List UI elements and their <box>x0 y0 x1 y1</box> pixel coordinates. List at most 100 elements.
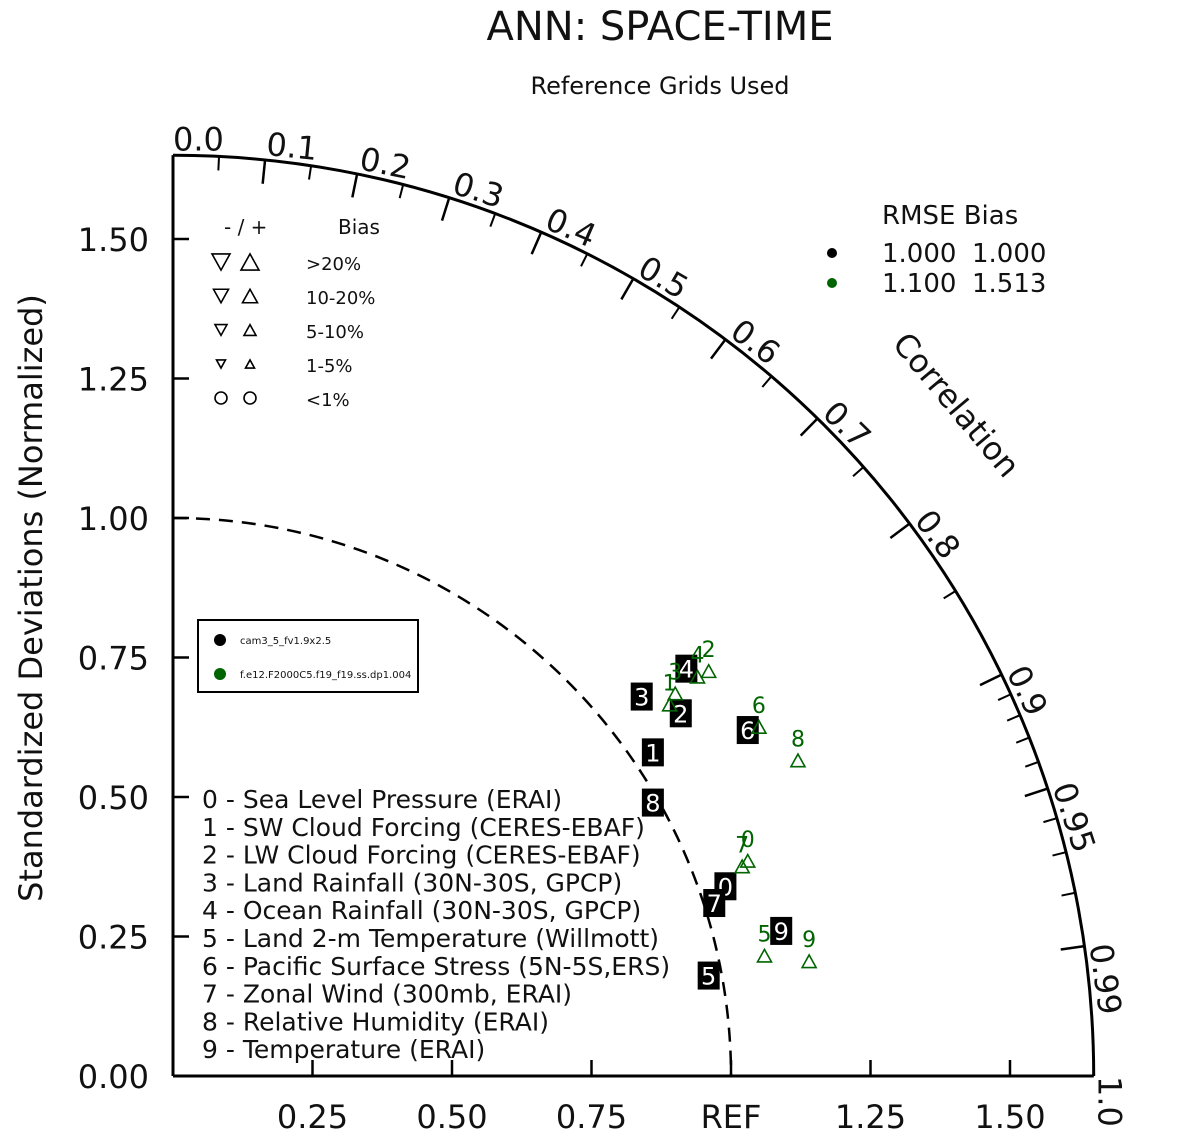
data-point-marker <box>770 916 793 945</box>
data-point-label: 2 <box>673 700 688 728</box>
x-tick-label: 0.25 <box>277 1098 348 1135</box>
correlation-tick <box>261 159 267 184</box>
data-point-bias-marker <box>700 663 718 679</box>
data-point-marker <box>675 654 698 683</box>
data-point-label: 8 <box>791 727 805 752</box>
correlation-minor-tick <box>670 306 681 320</box>
correlation-minor-tick <box>217 156 221 171</box>
y-tick-label: 0.75 <box>78 640 149 678</box>
correlation-tick <box>1024 787 1049 798</box>
rmse-header: RMSE Bias <box>882 201 1018 231</box>
correlation-minor-tick <box>1006 714 1021 722</box>
data-point-label: 9 <box>774 918 789 946</box>
correlation-tick <box>799 417 819 437</box>
data-point-label: 0 <box>741 828 755 853</box>
correlation-tick <box>620 278 635 301</box>
data-point-label: 7 <box>735 833 749 858</box>
variable-list-item: 7 - Zonal Wind (300mb, ERAI) <box>202 980 572 1009</box>
data-point-label: 4 <box>691 644 705 669</box>
data-point-label: 6 <box>752 694 766 719</box>
variable-list-item: 6 - Pacific Surface Stress (5N-5S,ERS) <box>202 952 670 981</box>
data-point-bias-marker <box>666 685 684 701</box>
correlation-minor-tick <box>1024 760 1039 768</box>
bias-legend-row-label: 1-5% <box>306 356 353 377</box>
variable-list-item: 1 - SW Cloud Forcing (CERES-EBAF) <box>202 813 645 842</box>
correlation-minor-tick <box>943 590 957 600</box>
correlation-minor-tick <box>308 165 313 180</box>
variable-list-item: 9 - Temperature (ERAI) <box>202 1035 485 1064</box>
bias-legend-up-triangle <box>244 358 256 369</box>
correlation-tick <box>351 173 359 198</box>
data-point-label: 6 <box>740 717 755 745</box>
rmse-marker <box>827 248 837 258</box>
data-point-bias-marker <box>739 852 757 868</box>
correlation-tick-label: 0.4 <box>540 200 602 255</box>
correlation-tick-label: 1.0 <box>1091 1076 1129 1127</box>
data-point-marker <box>630 682 653 711</box>
correlation-tick <box>889 522 911 539</box>
data-point-marker <box>641 738 664 767</box>
correlation-tick-label: 0.99 <box>1082 941 1130 1017</box>
variable-list-item: 5 - Land 2-m Temperature (Willmott) <box>202 924 659 953</box>
data-point-marker <box>669 699 692 728</box>
x-tick-label: 0.50 <box>416 1098 487 1135</box>
correlation-label: Correlation <box>885 325 1028 485</box>
bias-legend-up-triangle <box>241 287 259 304</box>
data-point-marker <box>697 961 720 990</box>
data-point-label: 3 <box>668 660 682 685</box>
model-legend-box <box>197 619 419 693</box>
data-point-label: 9 <box>802 928 816 953</box>
correlation-minor-tick <box>852 466 865 478</box>
data-point-label: 3 <box>634 684 649 712</box>
data-point-label: 2 <box>702 638 716 663</box>
data-point-label: 8 <box>645 790 660 818</box>
data-point-label: 4 <box>679 656 694 684</box>
x-tick-label: 0.75 <box>556 1098 627 1135</box>
chart-title: ANN: SPACE-TIME <box>487 4 834 50</box>
correlation-minor-tick <box>1061 891 1076 897</box>
chart-subtitle: Reference Grids Used <box>530 72 789 100</box>
correlation-tick <box>530 231 543 255</box>
reference-arc <box>172 516 733 1077</box>
bias-legend-up-triangle <box>242 322 258 337</box>
bias-legend-down-triangle <box>212 288 230 305</box>
correlation-tick-label: 0.3 <box>448 164 508 216</box>
data-point-bias-marker <box>750 718 768 734</box>
data-point-bias-marker <box>661 696 678 712</box>
y-tick-label: 1.25 <box>78 361 149 399</box>
data-point-bias-marker <box>689 668 706 684</box>
correlation-minor-tick <box>1052 851 1067 857</box>
y-tick-label: 1.50 <box>78 221 149 259</box>
bias-legend-up-triangle <box>239 252 261 271</box>
x-tick-label: 1.25 <box>835 1098 906 1135</box>
correlation-minor-tick <box>1043 817 1058 824</box>
correlation-minor-tick <box>398 184 405 199</box>
rmse-marker <box>827 278 837 288</box>
bias-legend-down-triangle <box>215 359 227 370</box>
y-tick-label: 0.25 <box>78 919 149 957</box>
x-tick-label: 1.50 <box>974 1098 1045 1135</box>
correlation-minor-tick <box>997 693 1012 701</box>
bias-legend-row-label: <1% <box>306 390 350 411</box>
correlation-minor-tick <box>489 213 497 227</box>
correlation-minor-tick <box>1015 736 1030 744</box>
data-point-marker <box>703 889 726 918</box>
y-tick-label: 1.00 <box>78 500 149 538</box>
data-point-label: 5 <box>757 923 771 948</box>
y-axis-label: Standardized Deviations (Normalized) <box>12 294 50 902</box>
correlation-tick-label: 0.95 <box>1045 778 1103 858</box>
data-point-marker <box>736 716 759 745</box>
y-tick-label: 0.50 <box>78 779 149 817</box>
correlation-tick-label: 0.9 <box>999 659 1055 721</box>
rmse-value: 1.000 <box>882 239 956 269</box>
variable-list-item: 4 - Ocean Rainfall (30N-30S, GPCP) <box>202 896 641 925</box>
bias-legend-bias-header: Bias <box>338 215 380 239</box>
correlation-tick-label: 0.5 <box>632 248 695 306</box>
rmse-value: 1.100 <box>882 269 956 299</box>
model-legend-marker <box>214 634 226 646</box>
model-legend-marker <box>214 668 226 680</box>
bias-legend-down-triangle <box>213 323 229 338</box>
data-point-label: 5 <box>701 963 716 991</box>
variable-list-item: 0 - Sea Level Pressure (ERAI) <box>202 785 562 814</box>
